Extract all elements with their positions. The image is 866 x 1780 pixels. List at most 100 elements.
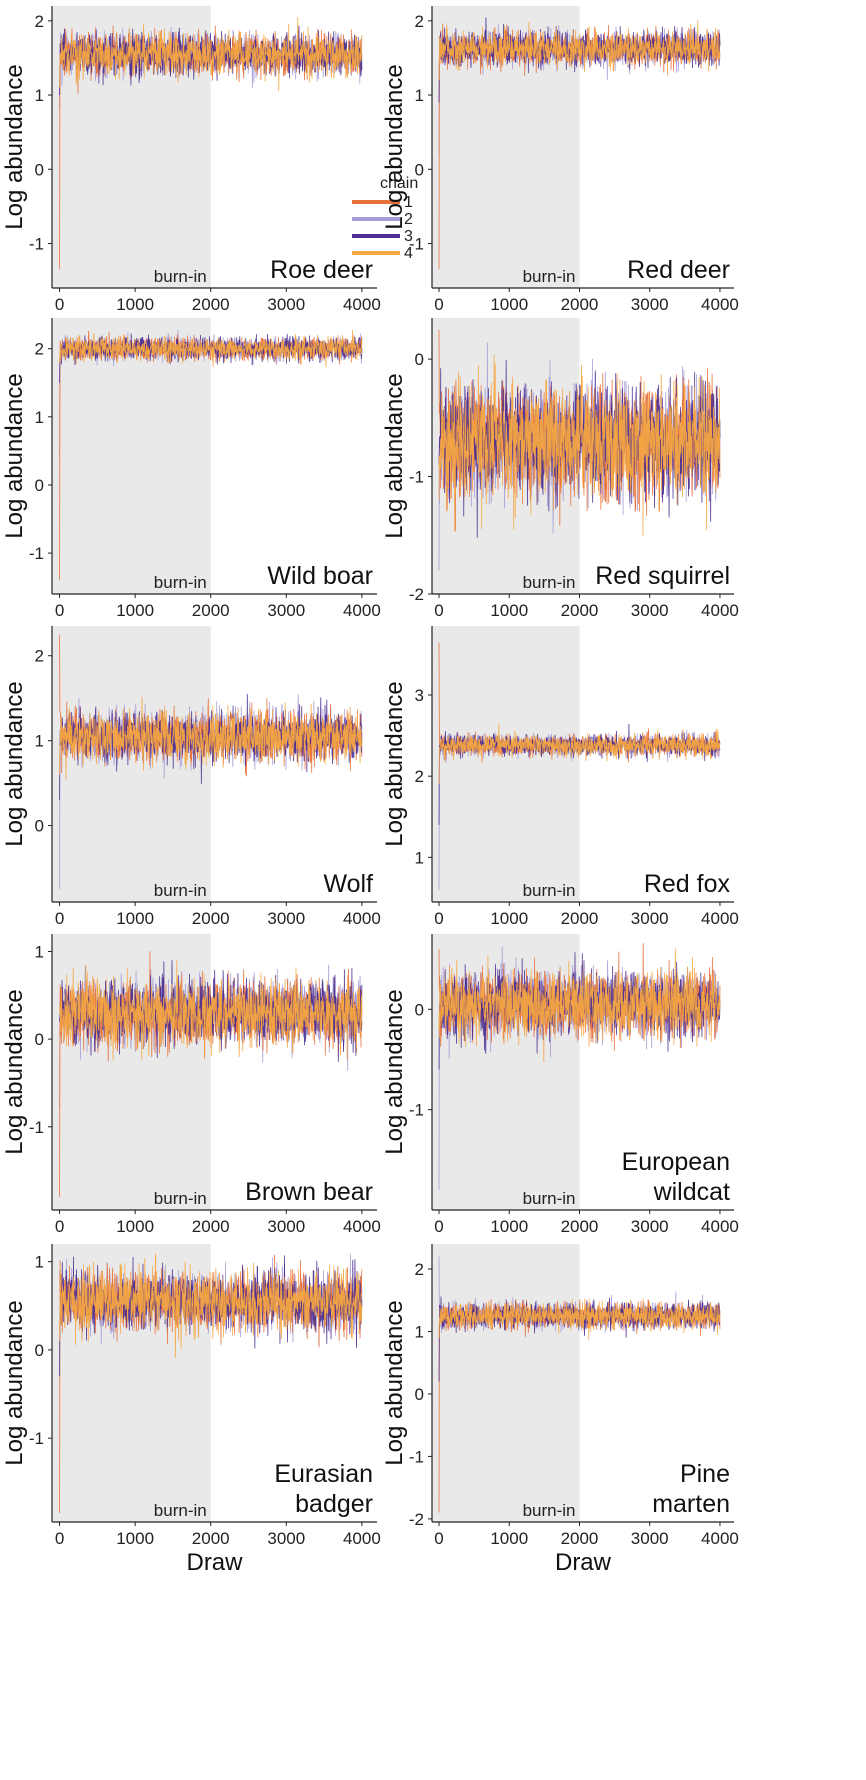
y-tick-label: 0 (35, 160, 44, 179)
x-tick-label: 3000 (631, 295, 669, 314)
panel-european-wildcat: -1 0 0 1000 2000 3000 4000 Log abundance burn-in… (381, 934, 739, 1236)
legend-label-chain-4: 4 (404, 245, 413, 262)
chain-4-trace (59, 329, 363, 368)
species-label: Wild boar (267, 562, 373, 590)
x-tick-label: 0 (434, 295, 443, 314)
chain-4-trace (59, 960, 363, 1061)
burn-in-label: burn-in (154, 881, 207, 900)
x-tick-label: 1000 (490, 1217, 528, 1236)
burn-in-label: burn-in (154, 573, 207, 592)
y-axis-title: Log abundance (381, 373, 408, 539)
y-tick-label: -1 (409, 468, 424, 487)
x-tick-label: 1000 (490, 909, 528, 928)
y-tick-label: 0 (415, 1000, 424, 1019)
species-label: Brown bear (245, 1178, 373, 1206)
x-tick-label: 3000 (267, 295, 305, 314)
x-tick-label: 0 (434, 909, 443, 928)
x-tick-label: 4000 (701, 909, 739, 928)
y-tick-label: 0 (35, 1030, 44, 1049)
y-tick-label: 0 (415, 350, 424, 369)
y-tick-label: 2 (415, 12, 424, 31)
chain-3-trace (59, 959, 363, 1062)
x-tick-label: 3000 (631, 601, 669, 620)
species-label: marten (652, 1490, 730, 1518)
y-tick-label: 1 (35, 86, 44, 105)
burn-in-label: burn-in (523, 1501, 576, 1520)
species-label: Red deer (627, 256, 730, 284)
x-tick-label: 3000 (631, 1217, 669, 1236)
x-tick-label: 0 (434, 1217, 443, 1236)
species-label: Red fox (644, 870, 731, 898)
y-tick-label: 1 (35, 943, 44, 962)
x-tick-label: 4000 (701, 295, 739, 314)
y-tick-label: 1 (415, 86, 424, 105)
burn-in-label: burn-in (154, 267, 207, 286)
x-tick-label: 3000 (267, 1217, 305, 1236)
x-tick-label: 2000 (561, 909, 599, 928)
x-axis-title: Draw (555, 1549, 612, 1576)
x-tick-label: 4000 (343, 909, 381, 928)
burn-in-label: burn-in (154, 1501, 207, 1520)
y-axis-title: Log abundance (1, 64, 28, 230)
x-tick-label: 2000 (192, 295, 230, 314)
x-tick-label: 0 (55, 601, 64, 620)
x-tick-label: 2000 (561, 295, 599, 314)
x-tick-label: 1000 (116, 1529, 154, 1548)
y-axis-title: Log abundance (381, 989, 408, 1155)
chain-4-trace (438, 20, 721, 81)
x-tick-label: 1000 (116, 295, 154, 314)
y-axis-title: Log abundance (1, 373, 28, 539)
species-label: badger (295, 1490, 373, 1518)
y-tick-label: -1 (29, 1118, 44, 1137)
y-tick-label: 1 (35, 732, 44, 751)
burn-in-label: burn-in (523, 267, 576, 286)
chain-4-trace (438, 354, 721, 537)
y-tick-label: 0 (35, 817, 44, 836)
x-tick-label: 1000 (490, 1529, 528, 1548)
legend-label-chain-3: 3 (404, 228, 413, 245)
chain-4-trace (59, 697, 363, 780)
x-tick-label: 2000 (192, 1529, 230, 1548)
species-label: Red squirrel (595, 562, 730, 590)
burn-in-region (432, 1244, 580, 1522)
burn-in-label: burn-in (523, 1189, 576, 1208)
x-tick-label: 2000 (561, 1529, 599, 1548)
x-tick-label: 0 (55, 1529, 64, 1548)
burn-in-region (52, 318, 211, 594)
y-tick-label: -1 (409, 234, 424, 253)
chain-4-trace (438, 948, 721, 1063)
x-tick-label: 0 (55, 295, 64, 314)
y-tick-label: 0 (415, 1385, 424, 1404)
legend-label-chain-1: 1 (404, 194, 413, 211)
y-axis-title: Log abundance (381, 64, 408, 230)
y-tick-label: 2 (35, 647, 44, 666)
chain-4-trace (59, 16, 363, 92)
x-tick-label: 0 (434, 601, 443, 620)
y-tick-label: -1 (29, 544, 44, 563)
burn-in-region (52, 626, 211, 902)
burn-in-region (52, 934, 211, 1210)
x-tick-label: 0 (55, 1217, 64, 1236)
x-tick-label: 2000 (561, 1217, 599, 1236)
panel-wild-boar: -1 0 1 2 0 1000 2000 3000 4000 Log abundance burn-… (1, 318, 381, 620)
species-label: Eurasian (274, 1460, 373, 1488)
x-tick-label: 0 (434, 1529, 443, 1548)
x-axis-title: Draw (186, 1549, 243, 1576)
x-tick-label: 3000 (267, 1529, 305, 1548)
panel-red-squirrel: -2 -1 0 0 1000 2000 3000 4000 Log abundance burn-… (381, 318, 739, 620)
x-tick-label: 4000 (343, 295, 381, 314)
panel-wolf: 0 1 2 0 1000 2000 3000 4000 Log abundance burn-in… (1, 626, 381, 928)
y-tick-label: -1 (29, 1429, 44, 1448)
chain-4-trace (438, 723, 721, 785)
x-tick-label: 1000 (490, 295, 528, 314)
burn-in-label: burn-in (523, 881, 576, 900)
x-tick-label: 1000 (116, 601, 154, 620)
y-tick-label: 1 (35, 1253, 44, 1272)
legend-title: chain (380, 175, 418, 192)
species-label: Pine (680, 1460, 730, 1488)
panel-eurasian-badger: -1 0 1 0 1000 2000 3000 4000 Log abundance Draw bu… (1, 1244, 381, 1576)
panel-red-fox: 1 2 3 0 1000 2000 3000 4000 Log abundance burn-in… (381, 626, 739, 928)
